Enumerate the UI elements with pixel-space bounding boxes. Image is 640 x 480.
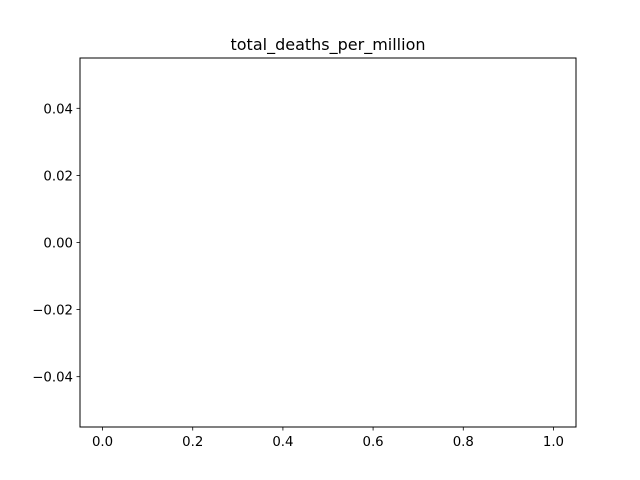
x-tick-label: 0.4 <box>272 435 293 450</box>
x-tick-label: 0.8 <box>453 435 474 450</box>
x-tick-label: 1.0 <box>543 435 564 450</box>
y-tick-label: 0.00 <box>43 237 73 252</box>
x-tick-label: 0.2 <box>182 435 203 450</box>
x-axis-ticks: 0.0 0.2 0.4 0.6 0.8 1.0 <box>92 427 564 450</box>
y-tick-label: −0.04 <box>32 371 73 386</box>
x-tick-label: 0.0 <box>92 435 113 450</box>
y-tick-label: −0.02 <box>32 304 73 319</box>
y-tick-label: 0.02 <box>43 169 73 184</box>
plot-area-frame <box>79 57 577 428</box>
chart-title: total_deaths_per_million <box>230 35 425 55</box>
x-tick-label: 0.6 <box>363 435 384 450</box>
y-axis-ticks: 0.04 0.02 0.00 −0.02 −0.04 <box>32 102 80 386</box>
y-tick-label: 0.04 <box>43 102 73 117</box>
